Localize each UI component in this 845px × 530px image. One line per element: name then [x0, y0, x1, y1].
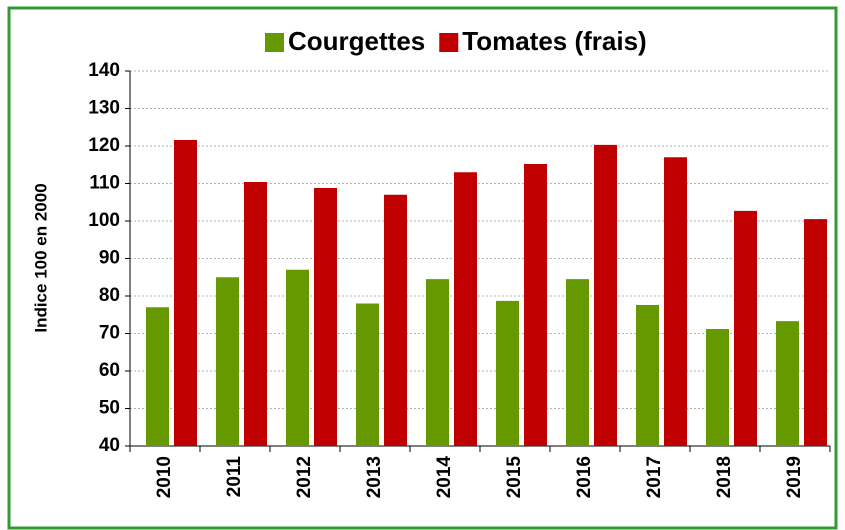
y-tick-label: 90	[99, 248, 120, 269]
bar	[356, 303, 379, 446]
x-tick-label: 2016	[574, 456, 595, 498]
bar	[314, 188, 337, 446]
chart-frame	[7, 6, 838, 530]
x-tick-label: 2013	[364, 456, 385, 498]
bar	[776, 321, 799, 446]
legend-label: Courgettes	[288, 26, 425, 56]
x-tick-label: 2015	[504, 456, 525, 499]
bar	[216, 277, 239, 446]
bar	[426, 279, 449, 446]
y-axis-title: Indice 100 en 2000	[31, 183, 50, 332]
x-tick-label: 2018	[714, 456, 735, 498]
y-tick-label: 60	[99, 360, 120, 381]
bar	[174, 140, 197, 446]
y-tick-label: 100	[88, 210, 120, 231]
y-tick-label: 40	[99, 435, 120, 456]
y-tick-label: 50	[99, 398, 120, 419]
x-tick-label: 2011	[224, 456, 245, 498]
y-tick-label: 80	[99, 285, 120, 306]
bar	[706, 329, 729, 446]
legend-swatch	[439, 33, 459, 52]
bar	[244, 182, 267, 446]
bar	[146, 307, 169, 446]
bar	[384, 194, 407, 446]
x-tick-label: 2014	[434, 456, 455, 499]
bar	[636, 305, 659, 446]
y-tick-label: 110	[89, 173, 120, 194]
bar	[664, 157, 687, 446]
x-tick-label: 2010	[154, 456, 175, 498]
legend-swatch	[265, 33, 284, 52]
x-tick-label: 2012	[294, 456, 315, 498]
y-tick-label: 120	[88, 135, 120, 156]
bar	[524, 164, 547, 446]
legend-label: Tomates (frais)	[462, 26, 646, 56]
y-tick-label: 130	[88, 98, 120, 119]
bar	[566, 279, 589, 446]
bar	[496, 300, 519, 446]
bar	[594, 144, 617, 446]
bar	[286, 269, 309, 446]
bar	[734, 210, 757, 446]
y-tick-label: 70	[99, 323, 120, 344]
x-tick-label: 2019	[784, 456, 805, 498]
bar	[804, 219, 827, 446]
y-tick-label: 140	[88, 60, 120, 81]
bar	[454, 172, 477, 446]
x-tick-label: 2017	[644, 456, 665, 498]
